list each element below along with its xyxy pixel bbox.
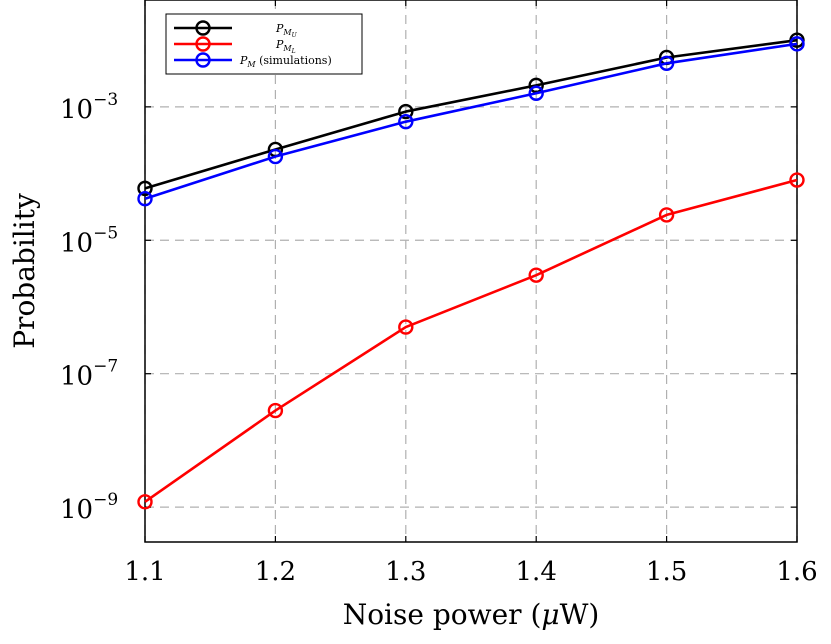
data-point-lower (398, 319, 414, 335)
y-tick-label: 10−9 (60, 490, 118, 525)
legend-entry-upper: PMU (174, 20, 298, 39)
x-tick-label: 1.5 (646, 557, 687, 587)
data-point-sim (528, 85, 544, 101)
legend-label: PML (275, 38, 296, 55)
data-point-lower (789, 172, 805, 188)
data-point-sim (267, 148, 284, 165)
x-tick-label: 1.1 (124, 557, 165, 587)
series-lower (137, 172, 805, 510)
legend-swatch-marker (195, 20, 211, 36)
data-point-upper (528, 77, 544, 94)
data-point-sim (398, 113, 414, 130)
x-tick-label: 1.2 (255, 557, 296, 587)
x-axis-label: Noise power (μW) (343, 598, 600, 631)
y-tick-label: 10−5 (60, 223, 118, 258)
x-tick-label: 1.4 (516, 557, 557, 587)
y-axis-label: Probability (8, 193, 41, 349)
legend-label: PMU (275, 22, 298, 39)
data-point-lower (137, 494, 153, 510)
data-point-upper (137, 180, 153, 197)
data-point-upper (398, 103, 414, 120)
legend-entry-lower: PML (174, 36, 296, 55)
y-tick-label: 10−3 (60, 90, 118, 125)
series-line-upper (144, 38, 798, 190)
series-layer (137, 32, 805, 510)
y-tick-label: 10−7 (60, 357, 118, 392)
data-point-lower (267, 402, 284, 419)
axis-ticks: 1.1 1.2 1.3 1.4 1.5 1.6 10−3 10−5 10−7 10−9 (60, 0, 818, 587)
series-line-sim (144, 42, 798, 200)
legend-entry-sim: PM (simulations) (174, 52, 332, 69)
data-point-sim (137, 191, 153, 207)
legend-swatch-marker (195, 36, 211, 52)
series-line-lower (144, 178, 798, 503)
grid-lines (144, 0, 798, 542)
x-tick-label: 1.3 (385, 557, 426, 587)
data-point-lower (528, 267, 544, 283)
data-point-sim (789, 36, 805, 52)
data-point-sim (658, 55, 675, 71)
data-point-lower (658, 207, 675, 223)
legend-swatch-marker (195, 52, 211, 68)
series-sim (137, 36, 805, 207)
plot-frame (144, 0, 798, 543)
x-tick-label: 1.6 (776, 557, 817, 587)
legend-label: PM (simulations) (239, 54, 332, 69)
